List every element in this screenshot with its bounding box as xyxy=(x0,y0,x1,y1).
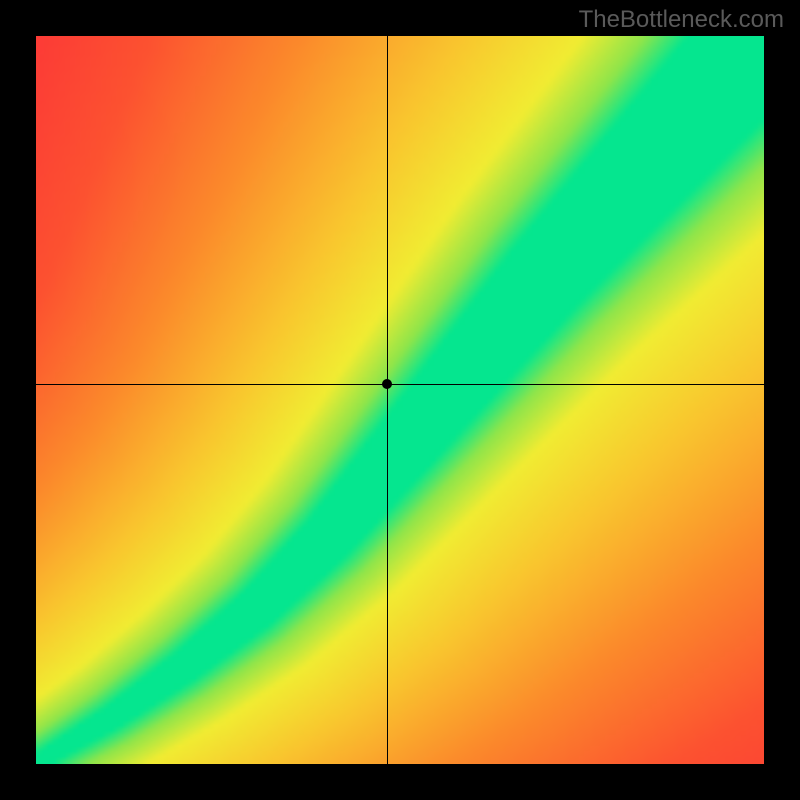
crosshair-vertical xyxy=(387,36,388,764)
crosshair-horizontal xyxy=(36,384,764,385)
heatmap-canvas xyxy=(36,36,764,764)
selection-marker xyxy=(382,379,392,389)
bottleneck-heatmap xyxy=(36,36,764,764)
watermark-text: TheBottleneck.com xyxy=(579,6,784,34)
